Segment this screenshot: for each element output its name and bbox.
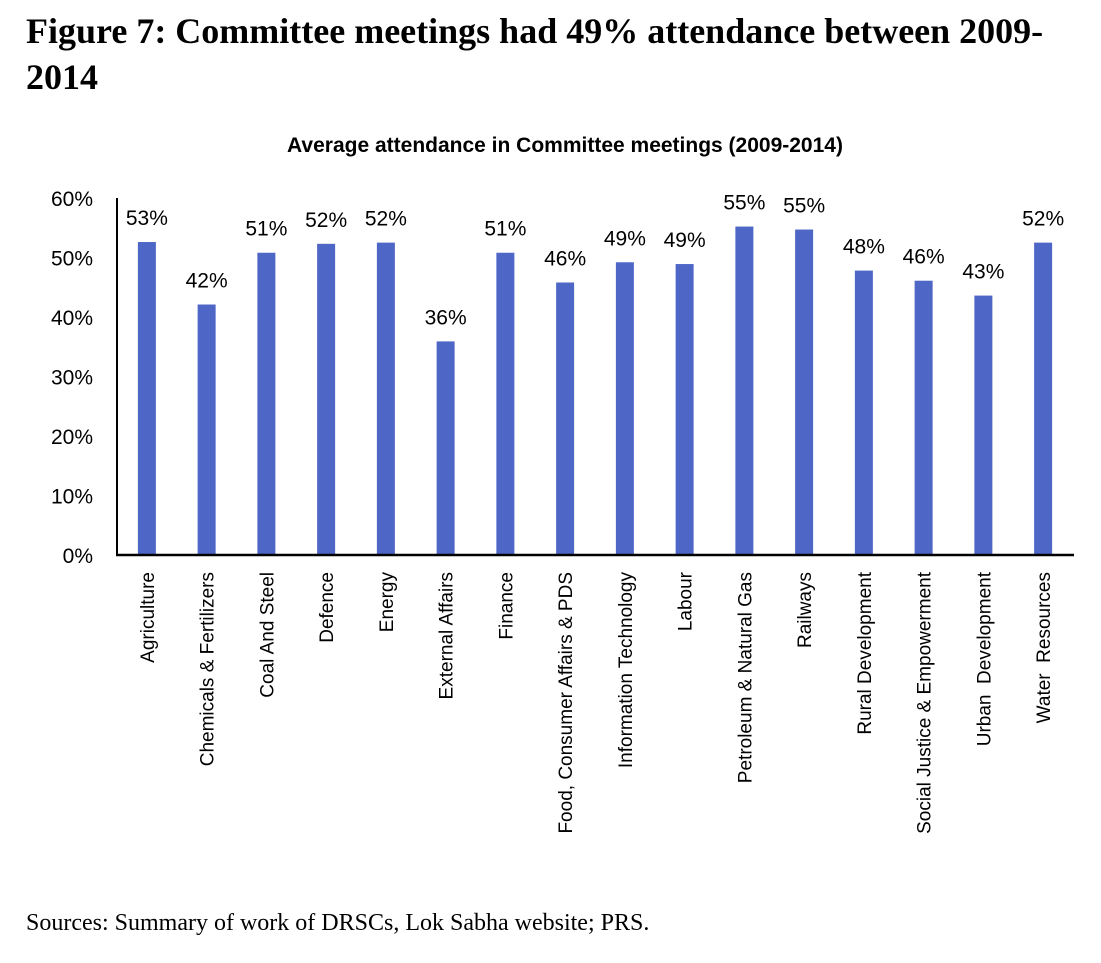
y-tick-label: 10% <box>51 486 93 509</box>
x-tick-label: Social Justice & Empowerment <box>915 571 936 834</box>
x-tick-label: Labour <box>676 571 697 631</box>
bar <box>436 341 455 555</box>
data-label: 49% <box>604 227 646 250</box>
x-tick-label: Agriculture <box>138 572 159 663</box>
data-label: 51% <box>245 218 287 241</box>
source-note: Sources: Summary of work of DRSCs, Lok S… <box>26 910 650 936</box>
bar <box>496 252 515 556</box>
bar <box>914 280 933 555</box>
data-label: 36% <box>425 306 467 329</box>
data-label: 46% <box>903 246 945 269</box>
data-label: 46% <box>544 247 586 270</box>
x-tick-label: Defence <box>317 572 338 643</box>
chart-title: Average attendance in Committee meetings… <box>287 134 843 157</box>
x-tick-label: Urban Development <box>974 571 995 746</box>
bar <box>795 229 814 555</box>
bar <box>376 242 395 555</box>
x-tick-label: External Affairs <box>437 572 458 699</box>
x-tick-label: Energy <box>377 572 398 633</box>
data-label: 42% <box>186 270 228 293</box>
data-label: 43% <box>962 261 1004 284</box>
y-tick-label: 30% <box>51 367 93 390</box>
x-tick-label: Coal And Steel <box>257 572 278 698</box>
y-tick-label: 0% <box>63 545 93 568</box>
bar <box>735 226 754 555</box>
bar <box>556 282 575 555</box>
bar <box>257 252 276 556</box>
x-tick-label: Petroleum & Natural Gas <box>735 572 756 783</box>
bar <box>197 304 216 555</box>
data-label: 52% <box>305 209 347 232</box>
x-tick-label: Information Technology <box>616 572 637 769</box>
bar <box>974 295 993 555</box>
data-label: 48% <box>843 236 885 259</box>
data-label: 52% <box>365 208 407 231</box>
bars <box>137 226 1053 556</box>
bar <box>137 242 156 555</box>
data-labels: 53% 42% 51% 52% 52% 36% 51% 46% 49% 49% 55% 55% 48% 4… <box>126 192 1064 330</box>
data-label: 55% <box>783 195 825 218</box>
y-axis-ticks: 0% 10% 20% 30% 40% 50% 60% <box>51 188 93 568</box>
x-axis-labels: Agriculture Chemicals & Fertilizers Coal A… <box>138 571 1055 834</box>
data-label: 52% <box>1022 208 1064 231</box>
x-tick-label: Water Resources <box>1034 572 1055 723</box>
x-tick-label: Chemicals & Fertilizers <box>198 572 219 766</box>
y-tick-label: 60% <box>51 188 93 211</box>
bar <box>675 264 694 555</box>
y-tick-label: 50% <box>51 248 93 271</box>
bar <box>1034 242 1053 555</box>
x-tick-label: Rural Development <box>855 571 876 734</box>
bar <box>317 243 336 555</box>
y-tick-label: 40% <box>51 307 93 330</box>
bar <box>615 262 634 555</box>
bar <box>854 270 873 555</box>
figure-title: Figure 7: Committee meetings had 49% att… <box>26 11 1044 97</box>
y-tick-label: 20% <box>51 426 93 449</box>
data-label: 53% <box>126 207 168 230</box>
data-label: 55% <box>723 192 765 215</box>
data-label: 49% <box>664 229 706 252</box>
data-label: 51% <box>484 218 526 241</box>
x-tick-label: Railways <box>795 572 816 648</box>
x-tick-label: Food, Consumer Affairs & PDS <box>556 572 577 834</box>
x-tick-label: Finance <box>496 572 517 640</box>
